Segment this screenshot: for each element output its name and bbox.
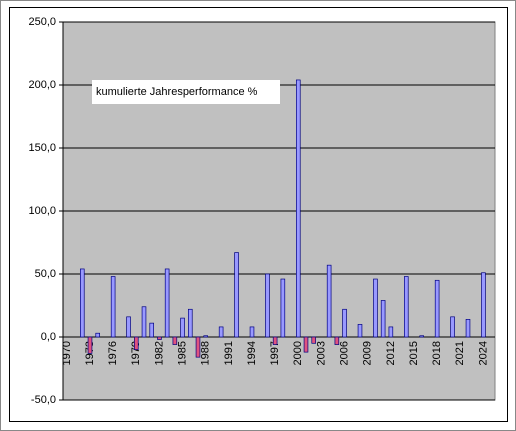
x-tick-label: 1970 bbox=[61, 341, 73, 365]
x-tick-label: 2009 bbox=[362, 341, 374, 365]
y-tick-label: 0,0 bbox=[41, 331, 56, 343]
x-tick-label: 1979 bbox=[130, 341, 142, 365]
bar bbox=[450, 316, 455, 338]
bar bbox=[87, 336, 93, 354]
bar bbox=[172, 336, 178, 345]
bar bbox=[404, 276, 409, 338]
x-tick-label: 1997 bbox=[269, 341, 281, 365]
layer: -50,00,050,0100,0150,0200,0250,019701973… bbox=[28, 16, 495, 406]
x-tick-label: 2021 bbox=[454, 341, 466, 365]
bar bbox=[357, 324, 363, 338]
y-tick-label: 200,0 bbox=[28, 79, 56, 91]
x-tick-label: 2012 bbox=[385, 341, 397, 365]
x-tick-label: 1982 bbox=[153, 341, 165, 365]
y-tick-label: -50,0 bbox=[31, 394, 56, 406]
bar bbox=[272, 336, 278, 345]
bar bbox=[141, 306, 147, 338]
bar bbox=[334, 336, 340, 345]
y-tick-label: 50,0 bbox=[35, 268, 56, 280]
x-tick-label: 2000 bbox=[292, 341, 304, 365]
x-tick-label: 2015 bbox=[408, 341, 420, 365]
bar bbox=[280, 278, 286, 338]
x-tick-label: 2024 bbox=[477, 341, 489, 365]
y-tick-label: 150,0 bbox=[28, 142, 56, 154]
x-tick-label: 2006 bbox=[338, 341, 350, 365]
annotation: kumulierte Jahresperformance % bbox=[96, 86, 258, 98]
bar bbox=[80, 268, 85, 338]
bar bbox=[95, 332, 100, 338]
x-tick-label: 1988 bbox=[200, 341, 212, 365]
x-tick-label: 2003 bbox=[315, 341, 327, 365]
annotation-box bbox=[92, 80, 280, 104]
bar bbox=[311, 336, 316, 344]
bar bbox=[303, 336, 309, 353]
bar bbox=[134, 336, 139, 350]
bar bbox=[149, 322, 154, 338]
x-tick-label: 1991 bbox=[223, 341, 235, 365]
bar bbox=[326, 264, 332, 338]
bar bbox=[126, 316, 131, 338]
bar bbox=[180, 317, 185, 338]
bar bbox=[157, 336, 162, 340]
y-tick-label: 100,0 bbox=[28, 205, 56, 217]
bar bbox=[164, 268, 170, 338]
bar bbox=[110, 276, 116, 338]
x-tick-label: 1985 bbox=[176, 341, 188, 365]
y-tick-label: 250,0 bbox=[28, 16, 56, 28]
bar bbox=[434, 279, 440, 338]
bar bbox=[296, 79, 301, 338]
bar bbox=[380, 300, 386, 338]
bar bbox=[373, 278, 378, 338]
bar bbox=[465, 319, 471, 338]
bar bbox=[388, 326, 394, 338]
x-tick-label: 1976 bbox=[107, 341, 119, 365]
bar bbox=[234, 252, 239, 338]
bar bbox=[195, 336, 201, 358]
bar bbox=[203, 335, 208, 338]
bar bbox=[265, 273, 270, 338]
bar bbox=[419, 335, 424, 338]
x-tick-label: 2018 bbox=[431, 341, 443, 365]
bar bbox=[218, 326, 224, 338]
bar bbox=[249, 326, 255, 338]
bar bbox=[188, 308, 193, 338]
bar bbox=[481, 272, 486, 338]
bar bbox=[342, 308, 347, 338]
x-tick-label: 1994 bbox=[246, 341, 258, 365]
